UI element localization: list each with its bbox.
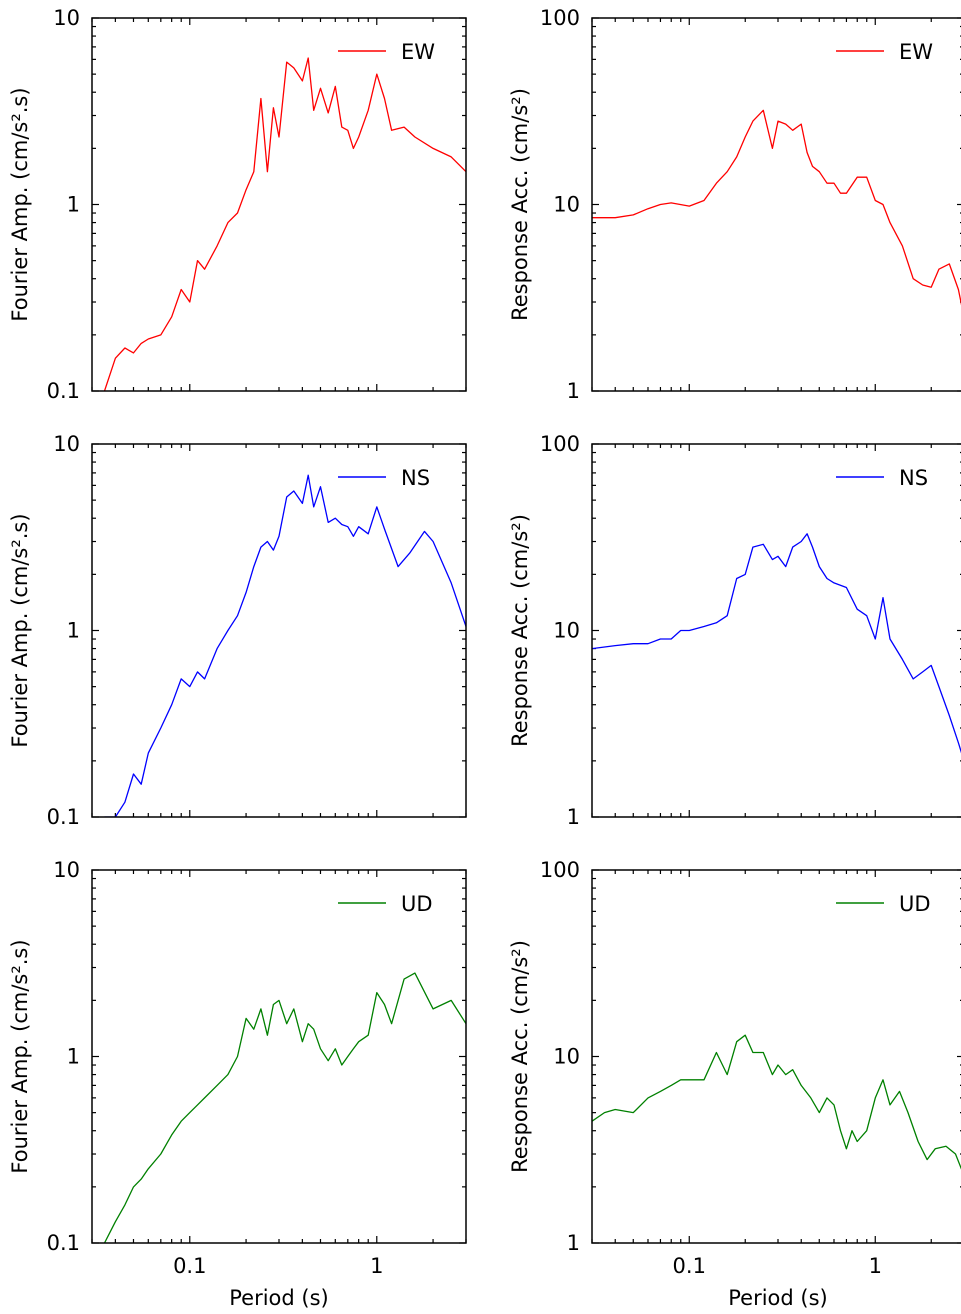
y-tick-label: 10 [553,193,580,217]
y-tick-label: 0.1 [47,1231,80,1255]
legend-label: EW [899,40,933,64]
legend: NS [836,466,928,490]
x-ticks [591,444,932,817]
legend-label: NS [899,466,928,490]
panel-fourier-ud: 0.1 1 10 0.1 1 Fourier Amp. (cm/s².s) Period (… [8,858,467,1310]
plot-frame [591,869,961,1244]
y-tick-label: 1 [567,805,580,829]
y-tick-label: 1 [567,1231,580,1255]
y-tick-label: 0.1 [47,805,80,829]
y-tick-label: 10 [553,619,580,643]
y-axis-title: Response Acc. (cm/s²) [508,514,532,747]
y-ticks [92,17,466,392]
series-line-ns [104,474,466,817]
y-tick-label: 1 [67,193,80,217]
panel-fourier-ns: 0.1 1 10 Fourier Amp. (cm/s².s) NS [8,432,467,829]
y-axis-title: Fourier Amp. (cm/s².s) [8,939,32,1173]
series-line-ns [592,533,961,754]
x-ticks [91,18,467,391]
x-ticks [91,870,467,1243]
x-ticks [91,444,467,817]
y-tick-label: 0.1 [47,379,80,403]
y-ticks [92,443,466,818]
panel-fourier-ew: 0.1 1 10 Fourier Amp. (cm/s².s) EW [8,6,467,403]
y-tick-label: 100 [540,432,580,456]
panel-response-ns: 1 10 100 Response Acc. (cm/s²) NS [508,432,961,829]
y-axis-title: Response Acc. (cm/s²) [508,940,532,1173]
plot-frame [91,443,467,818]
legend-label: NS [401,466,430,490]
plot-frame [91,17,467,392]
x-tick-label: 1 [370,1254,383,1278]
x-ticks [591,870,932,1243]
y-tick-label: 10 [553,1045,580,1069]
y-axis-title: Response Acc. (cm/s²) [508,88,532,321]
plot-frame [591,443,961,818]
series-line-ud [103,972,466,1243]
legend: EW [836,40,933,64]
y-tick-label: 1 [67,619,80,643]
legend: NS [338,466,430,490]
y-ticks [592,17,961,392]
x-tick-label: 1 [869,1254,882,1278]
y-tick-label: 10 [53,432,80,456]
series-line-ud [592,1034,961,1170]
legend: EW [338,40,435,64]
legend-label: UD [401,892,433,916]
legend: UD [338,892,433,916]
x-tick-label: 0.1 [173,1254,206,1278]
plot-frame [591,17,961,392]
y-ticks [592,443,961,818]
x-ticks [591,18,932,391]
y-axis-title: Fourier Amp. (cm/s².s) [8,513,32,747]
y-tick-label: 100 [540,6,580,30]
legend: UD [836,892,931,916]
y-tick-label: 100 [540,858,580,882]
x-axis-title: Period (s) [229,1286,328,1310]
panel-response-ew: 1 10 100 Response Acc. (cm/s²) EW [508,6,961,403]
legend-label: UD [899,892,931,916]
y-axis-title: Fourier Amp. (cm/s².s) [8,87,32,321]
y-tick-label: 10 [53,6,80,30]
legend-label: EW [401,40,435,64]
x-axis-title: Period (s) [728,1286,827,1310]
x-tick-label: 0.1 [673,1254,706,1278]
series-line-ew [592,109,961,306]
y-tick-label: 10 [53,858,80,882]
y-tick-label: 1 [67,1045,80,1069]
y-ticks [92,869,466,1244]
y-tick-label: 1 [567,379,580,403]
plot-frame [91,869,467,1244]
panel-response-ud: 1 10 100 0.1 1 Response Acc. (cm/s²) Period (s… [508,858,961,1310]
series-line-ew [103,57,466,391]
y-ticks [592,869,961,1244]
